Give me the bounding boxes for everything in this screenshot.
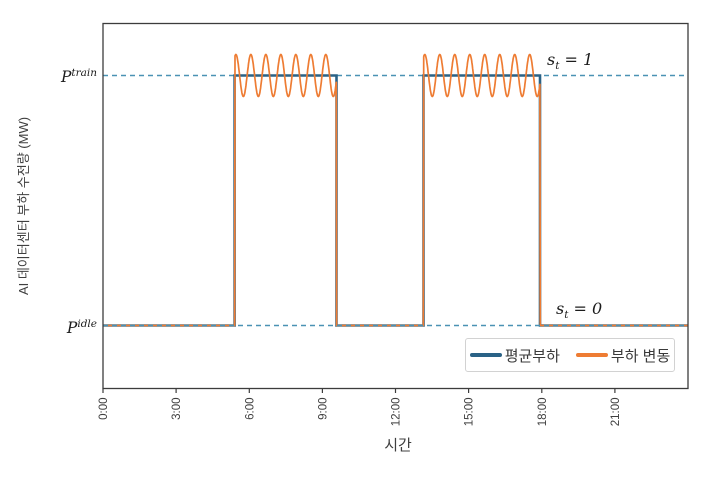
p-train-base: P [60,68,72,87]
p-train-level-label: Ptrain [61,64,97,86]
state-off-base: s [556,299,565,318]
x-tick-label: 15:00 [464,398,476,427]
p-idle-level-label: Pidle [67,315,97,337]
p-idle-base: P [66,319,78,338]
p-train-sup: train [71,67,97,79]
state-annotation-off: st = 0 [556,300,602,324]
x-tick-label: 18:00 [537,398,549,427]
legend-item-load-fluctuation: 부하 변동 [575,345,671,366]
load-fluctuation-label: 부하 변동 [610,347,671,365]
state-on-sub: t [555,60,560,73]
x-tick-label: 9:00 [317,398,329,420]
y-axis-label: AI 데이터센터 부하 수전량 (MW) [16,116,31,296]
x-tick-label: 12:00 [391,398,403,427]
state-on-base: s [547,50,556,69]
x-axis-label: 시간 [384,437,412,454]
state-off-sub: t [564,309,569,322]
average-load-label: 평균부하 [504,347,560,365]
state-on-rhs: = 1 [559,50,594,69]
state-off-rhs: = 0 [568,299,603,318]
load-fluctuation-line-swatch [575,353,608,357]
p-idle-sup: idle [77,318,97,330]
series-average-load [103,74,688,327]
x-tick-label: 3:00 [171,398,183,420]
state-annotation-on: st = 1 [547,51,593,75]
average-load-line-swatch [469,353,502,357]
legend: 평균부하 부하 변동 [465,338,675,372]
legend-item-average-load: 평균부하 [469,345,560,366]
x-tick-label: 6:00 [244,398,256,420]
series-load-fluctuation [102,53,689,327]
x-tick-label: 0:00 [98,398,110,420]
plot-border [102,22,689,390]
x-tick-label: 21:00 [610,398,622,427]
